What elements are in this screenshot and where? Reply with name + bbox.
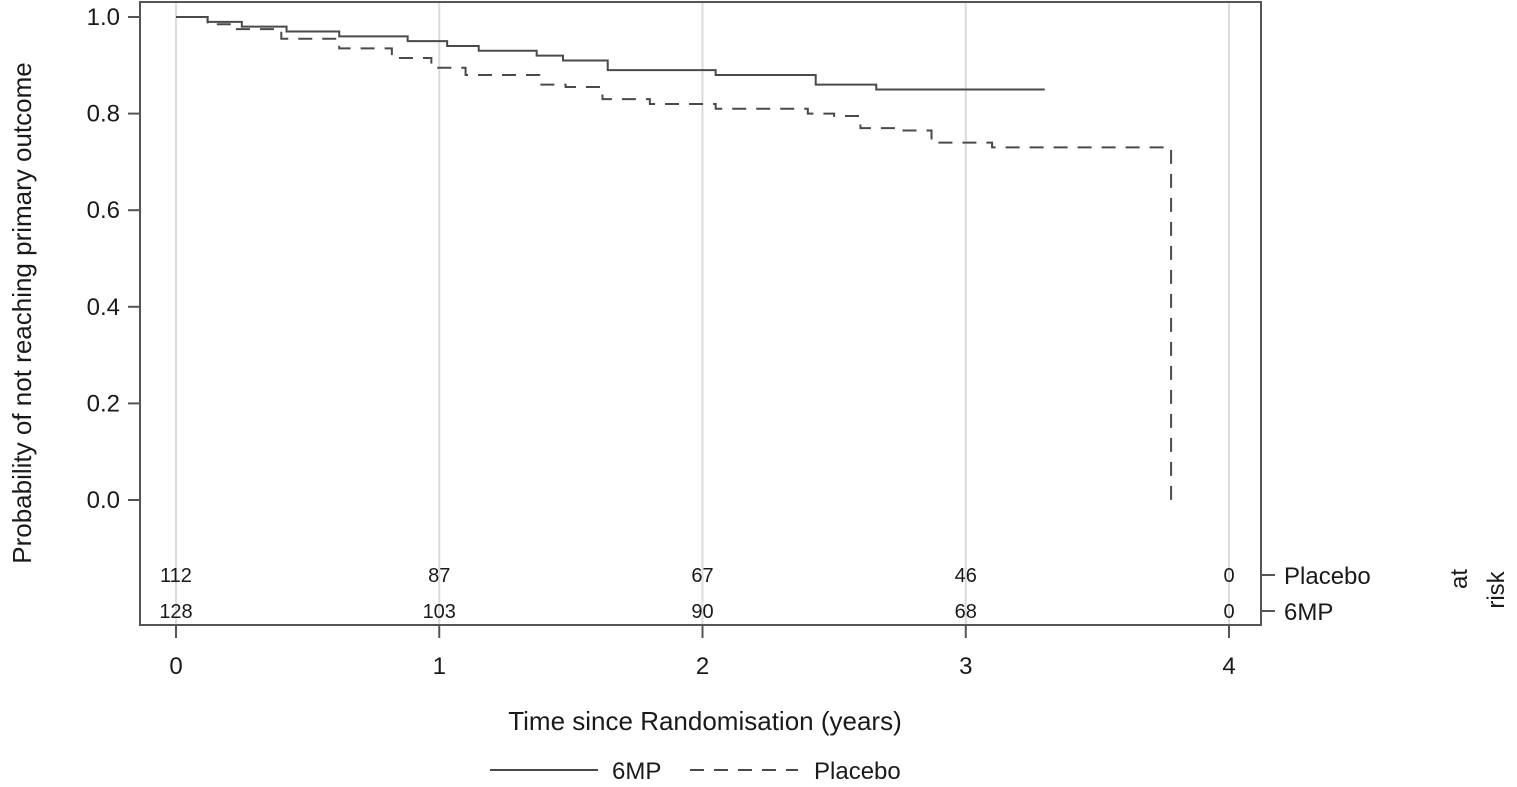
at-risk-table: 112 87 67 46 0 Placebo 128 103 90 68 0 6MP bbox=[159, 563, 1370, 626]
x-tick-label-1: 1 bbox=[433, 653, 446, 680]
series-line-placebo bbox=[176, 16, 1173, 500]
at-risk-count-placebo-2: 67 bbox=[691, 565, 713, 587]
x-tick-label-4: 4 bbox=[1222, 653, 1235, 680]
at-risk-count-placebo-4: 0 bbox=[1223, 565, 1234, 587]
at-risk-count-6mp-0: 128 bbox=[159, 601, 192, 623]
x-tick-label-3: 3 bbox=[959, 653, 972, 680]
y-tick-label-0: 0.0 bbox=[87, 487, 120, 514]
at-risk-count-placebo-0: 112 bbox=[160, 565, 192, 587]
at-risk-count-6mp-4: 0 bbox=[1223, 601, 1234, 623]
grid-lines bbox=[175, 3, 1230, 624]
y-tick-label-5: 1.0 bbox=[87, 4, 120, 31]
y-tick-label-4: 0.8 bbox=[87, 101, 120, 128]
at-risk-count-placebo-1: 87 bbox=[428, 565, 450, 587]
at-risk-label-at: at bbox=[1446, 569, 1473, 589]
series-line-6mp bbox=[176, 16, 1045, 91]
y-tick-label-2: 0.4 bbox=[87, 294, 120, 321]
legend: 6MP Placebo bbox=[490, 758, 901, 785]
y-axis: 0.0 0.2 0.4 0.6 0.8 1.0 bbox=[87, 4, 140, 514]
legend-label-6mp: 6MP bbox=[612, 758, 661, 785]
x-axis-title: Time since Randomisation (years) bbox=[508, 706, 902, 736]
at-risk-group-placebo: Placebo bbox=[1284, 563, 1371, 590]
y-axis-title: Probability of not reaching primary outc… bbox=[7, 62, 37, 563]
plot-frame bbox=[139, 1, 1262, 626]
x-axis: 0 1 2 3 4 bbox=[169, 625, 1236, 680]
at-risk-count-6mp-3: 68 bbox=[955, 601, 977, 623]
series-lines bbox=[176, 16, 1173, 500]
at-risk-count-6mp-2: 90 bbox=[691, 601, 713, 623]
at-risk-label-risk: risk bbox=[1483, 570, 1510, 608]
at-risk-count-placebo-3: 46 bbox=[955, 565, 977, 587]
y-tick-label-3: 0.6 bbox=[87, 197, 120, 224]
x-tick-label-2: 2 bbox=[696, 653, 709, 680]
x-tick-label-0: 0 bbox=[169, 653, 182, 680]
at-risk-group-6mp: 6MP bbox=[1284, 599, 1333, 626]
y-tick-label-1: 0.2 bbox=[87, 390, 120, 417]
at-risk-count-6mp-1: 103 bbox=[423, 601, 456, 623]
legend-label-placebo: Placebo bbox=[814, 758, 901, 785]
